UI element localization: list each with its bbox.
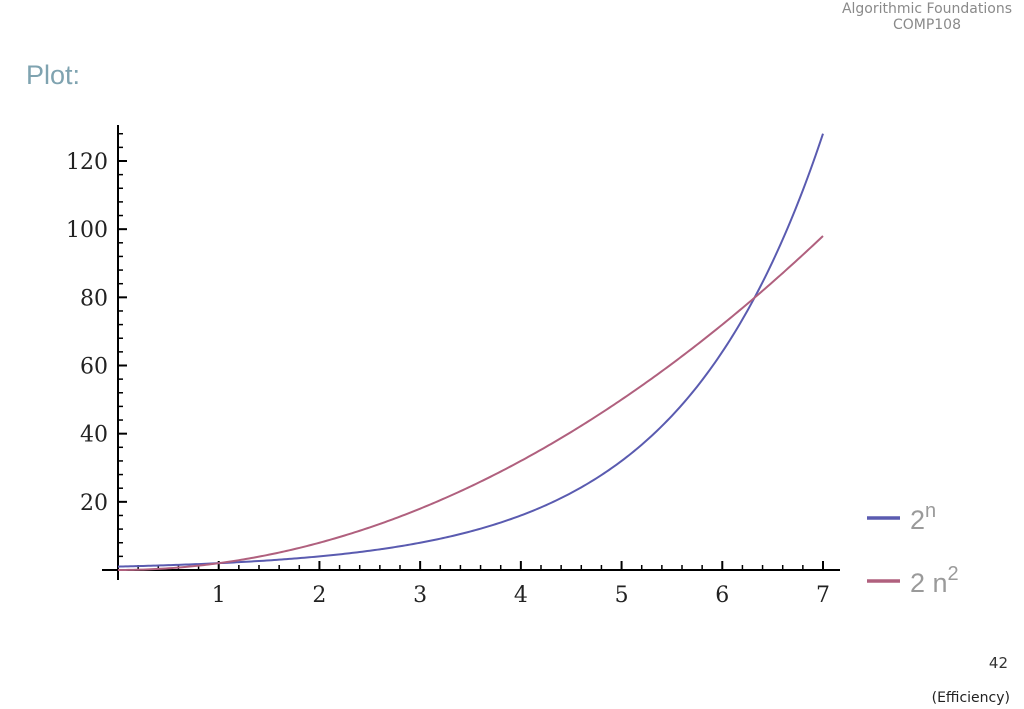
y-tick-label: 40 xyxy=(80,423,108,448)
series-line xyxy=(117,133,824,568)
legend-label: 2n xyxy=(910,500,936,535)
slide-heading: Plot: xyxy=(26,60,81,90)
legend-label: 2 n2 xyxy=(910,563,959,598)
y-tick-label: 20 xyxy=(80,491,108,516)
y-tick-label: 80 xyxy=(80,286,108,311)
page-number: 42 xyxy=(988,654,1008,672)
y-tick-label: 120 xyxy=(66,150,108,175)
x-tick-label: 6 xyxy=(715,583,729,608)
x-tick-label: 3 xyxy=(413,583,427,608)
x-tick-label: 1 xyxy=(212,583,226,608)
y-tick-label: 60 xyxy=(80,355,108,380)
series-line xyxy=(118,235,824,571)
x-tick-label: 2 xyxy=(312,583,326,608)
chart-legend: 2n 2 n2 xyxy=(867,500,959,598)
x-tick-label: 5 xyxy=(615,583,629,608)
chart-axes: 1 2 3 4 5 6 7 20 40 60 80 100 120 xyxy=(66,125,840,608)
course-code: COMP108 xyxy=(892,17,961,33)
course-title: Algorithmic Foundations xyxy=(841,1,1012,17)
section-label: (Efficiency) xyxy=(931,690,1010,706)
chart-series xyxy=(117,133,824,571)
x-tick-label: 7 xyxy=(816,583,830,608)
course-header: Algorithmic Foundations COMP108 xyxy=(842,1,1012,33)
y-tick-label: 100 xyxy=(66,218,108,243)
x-tick-label: 4 xyxy=(514,583,528,608)
